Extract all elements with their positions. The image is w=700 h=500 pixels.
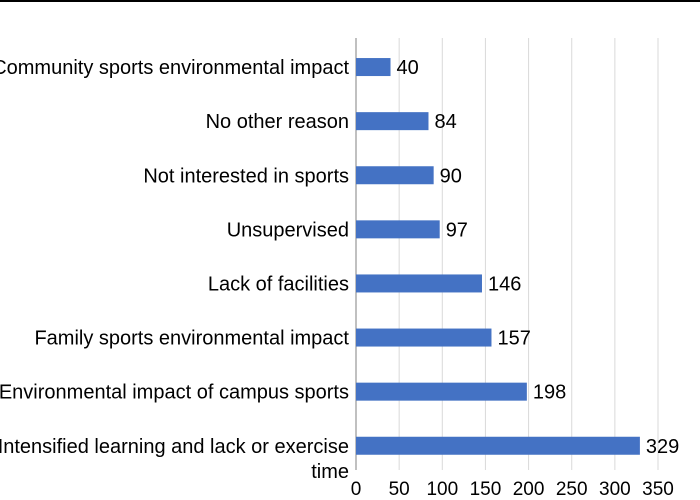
bar	[356, 274, 482, 293]
bar	[356, 220, 440, 239]
value-label: 198	[533, 382, 566, 404]
category-label: Not interested in sports	[143, 165, 349, 187]
bar	[356, 166, 434, 185]
bar	[356, 58, 391, 77]
category-label: No other reason	[206, 111, 349, 133]
category-label: Community sports environmental impact	[0, 57, 349, 79]
category-label: Unsupervised	[227, 219, 349, 241]
value-label: 84	[434, 111, 456, 133]
x-tick-labels: 0 50 100 150 200 250 300 350	[351, 479, 674, 500]
category-label: Intensified learning and lack or exercis…	[0, 436, 349, 458]
bars	[356, 58, 640, 455]
top-border	[0, 0, 700, 2]
value-label: 40	[397, 57, 419, 79]
category-label: Lack of facilities	[208, 273, 349, 295]
value-label: 146	[488, 273, 521, 295]
x-tick-label: 50	[389, 479, 410, 500]
bar	[356, 328, 492, 347]
x-tick-label: 350	[642, 479, 674, 500]
value-label: 157	[497, 328, 530, 350]
x-tick-label: 200	[513, 479, 545, 500]
x-tick-label: 0	[351, 479, 362, 500]
value-label: 97	[446, 219, 468, 241]
category-label: time	[311, 461, 349, 483]
category-labels: Community sports environmental impact No …	[0, 57, 349, 483]
value-label: 90	[440, 165, 462, 187]
bar	[356, 436, 640, 455]
category-label: Family sports environmental impact	[34, 328, 349, 350]
x-tick-label: 100	[426, 479, 458, 500]
gridlines	[398, 38, 659, 470]
x-tick-label: 250	[556, 479, 588, 500]
bar	[356, 382, 527, 401]
value-label: 329	[646, 436, 679, 458]
value-labels: 40 84 90 97 146 157 198 329	[397, 57, 680, 458]
x-tick-label: 150	[470, 479, 502, 500]
bar	[356, 112, 429, 131]
x-tick-label: 300	[599, 479, 631, 500]
category-label: Environmental impact of campus sports	[0, 382, 349, 404]
